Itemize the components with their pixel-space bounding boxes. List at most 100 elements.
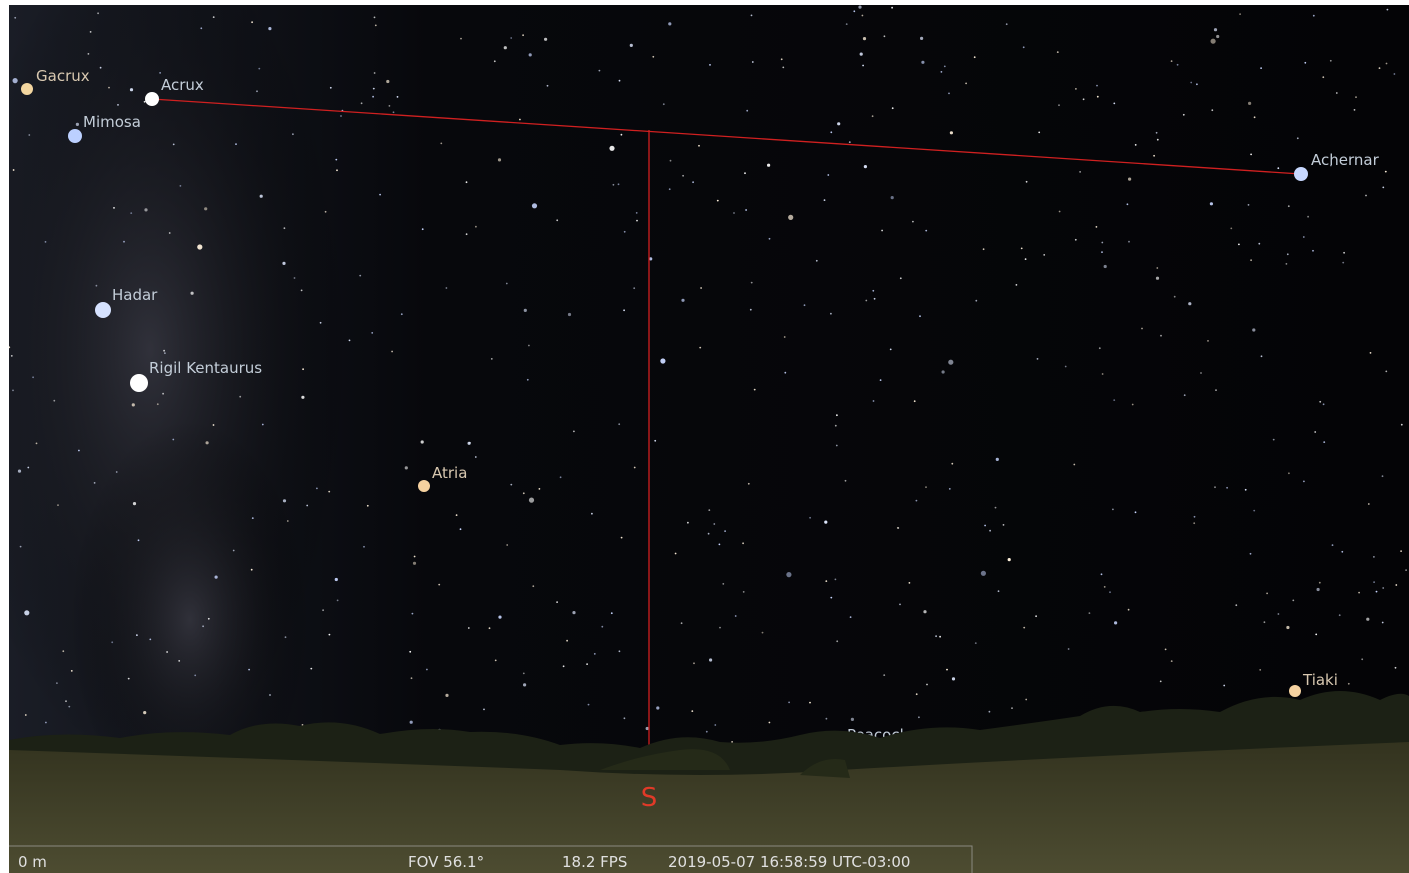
star: [1132, 404, 1134, 406]
star: [180, 185, 182, 187]
star: [699, 347, 701, 349]
star: [618, 183, 620, 185]
star: [1273, 439, 1275, 441]
star: [1025, 699, 1027, 701]
star: [367, 505, 369, 507]
star: [654, 440, 656, 442]
star: [714, 724, 716, 726]
star: [412, 613, 414, 615]
star: [90, 31, 92, 33]
star: [935, 635, 937, 637]
star: [1395, 584, 1397, 586]
star: [233, 550, 235, 552]
star: [872, 115, 874, 117]
star: [1075, 239, 1077, 241]
star: [1287, 253, 1289, 255]
star: [816, 260, 818, 262]
star: [864, 165, 867, 168]
star: [24, 610, 29, 615]
star: [1113, 399, 1115, 401]
star: [53, 400, 55, 402]
star: [568, 313, 571, 316]
star: [881, 230, 883, 232]
star: [563, 665, 565, 667]
star: [835, 579, 837, 581]
star: [1157, 139, 1159, 141]
star: [1156, 267, 1158, 269]
star: [708, 509, 710, 511]
star: [1127, 203, 1129, 205]
star: [316, 488, 318, 490]
star: [899, 604, 901, 606]
star: [1342, 262, 1344, 264]
star: [836, 640, 838, 642]
star: [619, 650, 621, 652]
star: [1104, 265, 1107, 268]
star: [1368, 503, 1370, 505]
star: [573, 431, 575, 433]
star: [624, 231, 626, 233]
star: [926, 684, 928, 686]
star: [1174, 296, 1176, 298]
star: [646, 727, 649, 730]
star: [504, 46, 507, 49]
star: [883, 674, 885, 676]
star: [845, 480, 847, 482]
star: [1319, 401, 1321, 403]
star: [1259, 669, 1261, 671]
star-label: Rigil Kentaurus: [149, 359, 262, 377]
star: [524, 309, 527, 312]
star: [1083, 98, 1085, 100]
star: [116, 471, 118, 473]
star: [466, 181, 468, 183]
star: [268, 27, 271, 30]
star: [609, 146, 614, 151]
star: [1211, 109, 1213, 111]
star: [283, 499, 286, 502]
star: [1238, 244, 1240, 246]
star: [709, 64, 711, 66]
star: [566, 640, 568, 642]
star: [691, 710, 693, 712]
star: [138, 539, 140, 541]
star: [337, 600, 339, 602]
star: [981, 571, 986, 576]
star: [294, 277, 296, 279]
star: [693, 662, 695, 664]
star: [916, 693, 918, 695]
star: [68, 129, 82, 143]
star: [941, 71, 943, 73]
star: [722, 583, 724, 585]
star: [123, 241, 125, 243]
star: [1385, 171, 1387, 173]
star: [700, 287, 702, 289]
star: [215, 576, 218, 579]
star: [132, 403, 135, 406]
star: [475, 456, 477, 458]
star: [78, 450, 80, 452]
star: [45, 241, 47, 243]
star: [1330, 60, 1332, 62]
star: [1038, 132, 1040, 134]
star: [717, 200, 719, 202]
star: [1216, 35, 1219, 38]
star: [1312, 250, 1314, 252]
star: [1286, 263, 1288, 265]
star: [912, 221, 914, 223]
star: [1323, 441, 1325, 443]
star: [97, 12, 99, 14]
star: [136, 634, 138, 636]
star-label: Acrux: [161, 76, 204, 94]
star: [754, 389, 756, 391]
star: [897, 527, 899, 529]
star: [96, 285, 98, 287]
star: [1386, 63, 1388, 65]
star: [890, 349, 892, 351]
star: [1250, 553, 1252, 555]
star: [1250, 154, 1252, 156]
star: [745, 209, 747, 211]
star: [440, 143, 442, 145]
star: [11, 355, 13, 357]
date-time: 2019-05-07 16:58:59 UTC-03:00: [668, 853, 910, 871]
star: [1102, 373, 1104, 375]
